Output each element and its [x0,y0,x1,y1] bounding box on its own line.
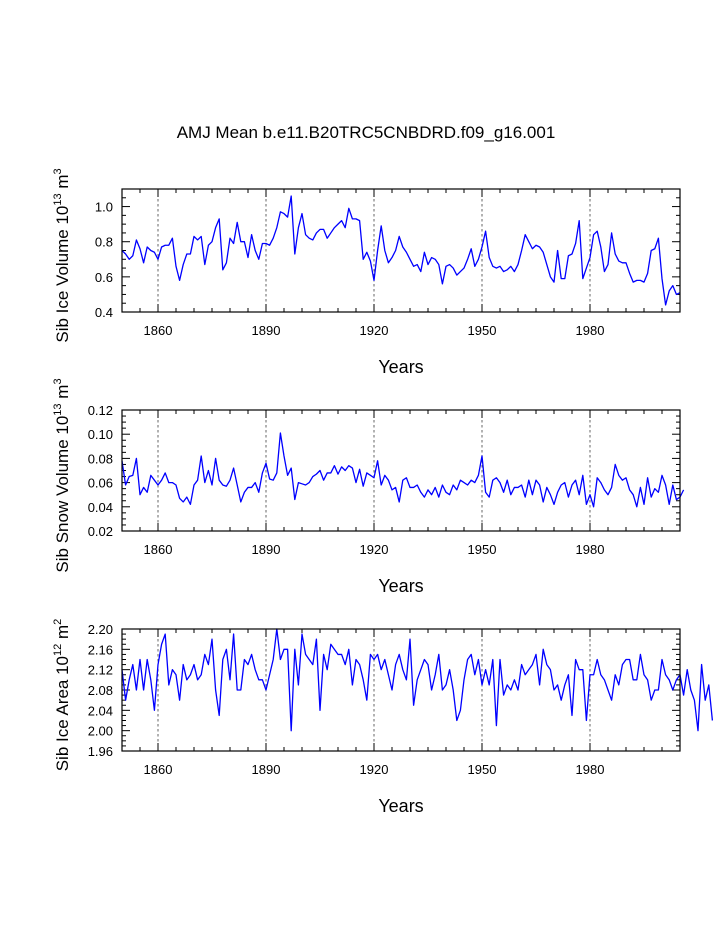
x-tick-label: 1980 [576,762,605,777]
chart-title: AMJ Mean b.e11.B20TRC5CNBDRD.f09_g16.001 [177,123,556,142]
x-tick-label: 1890 [252,762,281,777]
y-tick-label: 2.04 [88,703,113,718]
x-tick-label: 1860 [144,762,173,777]
y-tick-label: 0.12 [88,403,113,418]
y-axis-label-superscript: 3 [52,168,64,174]
y-axis-label-part: Sib Snow Volume 10 [53,416,72,573]
y-axis-label-superscript: 13 [52,403,64,415]
y-axis-label-part: Sib Ice Volume 10 [53,206,72,343]
y-axis-label-superscript: 12 [52,644,64,656]
y-axis-label: Sib Ice Volume 1013 m3 [52,168,72,342]
x-tick-label: 1950 [468,323,497,338]
x-axis-label: Years [378,357,423,377]
x-tick-label: 1980 [576,542,605,557]
y-axis-label: Sib Ice Area 1012 m2 [52,619,72,772]
y-axis-label-superscript: 13 [52,193,64,205]
y-tick-label: 0.8 [95,235,113,250]
y-tick-label: 2.20 [88,622,113,637]
x-tick-label: 1920 [360,323,389,338]
chart-panel-2: 1860 1890 1920 1950 1980 0.02 0.04 0.06 0.08 0.10… [52,378,685,596]
y-tick-label: 2.00 [88,724,113,739]
y-tick-label: 0.04 [88,500,113,515]
x-tick-label: 1980 [576,323,605,338]
chart-panel-1: 1860 1890 1920 1950 1980 0.4 0.6 0.8 1.0 Years Sib… [52,168,681,377]
y-tick-label: 0.06 [88,476,113,491]
y-tick-label: 0.10 [88,427,113,442]
y-tick-label: 0.08 [88,451,113,466]
y-tick-label: 0.4 [95,305,113,320]
x-tick-label: 1890 [252,542,281,557]
x-axis-label: Years [378,576,423,596]
plot-frame [121,628,681,752]
data-series-line [121,628,714,732]
plot-frame [121,188,681,313]
y-axis-label-part: m [53,174,72,193]
y-axis-label-superscript: 3 [52,378,64,384]
data-series-line [121,432,685,508]
data-series-line [121,195,681,306]
y-tick-label: 0.02 [88,524,113,539]
y-axis-label-part: m [53,625,72,644]
plot-frame [121,409,681,532]
y-tick-label: 1.96 [88,744,113,759]
chart-panel-3: 1860 1890 1920 1950 1980 1.96 2.00 2.04 2.08 2.12… [52,619,714,816]
y-tick-label: 2.08 [88,683,113,698]
y-tick-label: 2.12 [88,663,113,678]
y-axis-label-part: m [53,385,72,404]
y-tick-label: 2.16 [88,642,113,657]
x-tick-label: 1920 [360,762,389,777]
y-axis-label-part: Sib Ice Area 10 [53,656,72,771]
y-axis-label-superscript: 2 [52,619,64,625]
x-tick-label: 1950 [468,762,497,777]
x-tick-label: 1950 [468,542,497,557]
x-tick-label: 1860 [144,542,173,557]
x-tick-label: 1890 [252,323,281,338]
x-axis-label: Years [378,796,423,816]
y-tick-label: 0.6 [95,270,113,285]
x-tick-label: 1860 [144,323,173,338]
x-tick-label: 1920 [360,542,389,557]
y-axis-label: Sib Snow Volume 1013 m3 [52,378,72,572]
y-tick-label: 1.0 [95,200,113,215]
